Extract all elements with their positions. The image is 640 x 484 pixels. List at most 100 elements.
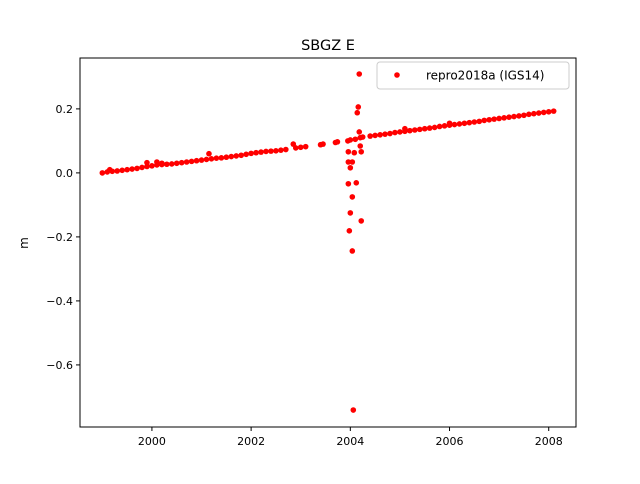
data-point bbox=[188, 158, 195, 165]
data-point bbox=[481, 117, 488, 124]
data-point bbox=[451, 121, 458, 128]
data-point bbox=[238, 152, 244, 159]
data-point bbox=[382, 131, 388, 137]
data-point bbox=[334, 139, 341, 145]
data-point bbox=[297, 144, 304, 151]
data-point bbox=[352, 136, 359, 143]
data-point bbox=[367, 133, 373, 139]
data-point bbox=[345, 180, 352, 187]
data-point bbox=[178, 159, 185, 166]
data-point bbox=[431, 124, 438, 131]
data-point bbox=[354, 109, 361, 116]
data-point bbox=[412, 127, 418, 133]
data-point bbox=[501, 115, 507, 121]
y-tick-label: −0.2 bbox=[46, 231, 73, 244]
data-point bbox=[471, 119, 478, 125]
data-point bbox=[506, 114, 512, 121]
data-point bbox=[349, 248, 356, 254]
data-point bbox=[540, 109, 547, 116]
data-point bbox=[436, 123, 443, 130]
data-point bbox=[159, 160, 165, 167]
data-point bbox=[268, 148, 274, 154]
y-tick-label: −0.4 bbox=[46, 295, 73, 308]
data-point bbox=[511, 113, 517, 120]
data-point bbox=[356, 129, 363, 135]
data-point bbox=[351, 149, 358, 156]
data-point bbox=[248, 150, 254, 157]
plot-frame bbox=[79, 57, 577, 428]
data-point bbox=[359, 134, 366, 140]
data-point bbox=[134, 165, 140, 172]
data-point bbox=[496, 115, 502, 122]
data-point bbox=[526, 111, 532, 118]
data-point bbox=[356, 71, 363, 77]
data-point bbox=[347, 137, 354, 143]
data-point bbox=[119, 167, 125, 174]
y-tick-label: −0.6 bbox=[46, 359, 73, 372]
data-point bbox=[124, 166, 130, 173]
data-point bbox=[258, 149, 264, 155]
data-point bbox=[302, 143, 309, 150]
data-point bbox=[223, 154, 230, 161]
legend-label: repro2018a (IGS14) bbox=[426, 69, 544, 83]
data-point bbox=[228, 153, 235, 160]
data-point bbox=[426, 125, 433, 131]
data-point bbox=[349, 194, 356, 200]
data-point bbox=[213, 155, 220, 161]
data-point bbox=[208, 156, 215, 162]
data-point bbox=[536, 110, 542, 116]
chart-title: SBGZ E bbox=[301, 38, 355, 54]
data-point bbox=[357, 143, 364, 149]
x-tick-label: 2002 bbox=[237, 435, 265, 448]
data-point bbox=[349, 159, 356, 165]
data-point bbox=[353, 180, 360, 186]
data-point bbox=[144, 159, 150, 166]
data-point bbox=[397, 129, 403, 135]
data-point bbox=[273, 148, 279, 154]
x-tick-label: 2006 bbox=[436, 435, 464, 448]
data-point bbox=[218, 155, 225, 161]
data-point bbox=[292, 145, 299, 151]
y-tick-label: 0.0 bbox=[56, 167, 74, 180]
x-tick-label: 2000 bbox=[138, 435, 166, 448]
data-point bbox=[550, 108, 557, 114]
data-point bbox=[402, 125, 408, 132]
data-point bbox=[173, 160, 180, 167]
data-point bbox=[461, 120, 468, 127]
data-point bbox=[99, 170, 106, 176]
data-point bbox=[263, 148, 269, 155]
data-point bbox=[466, 119, 473, 126]
y-tick-label: 0.2 bbox=[56, 103, 74, 116]
y-axis-label: m bbox=[17, 237, 31, 249]
data-point bbox=[421, 125, 428, 132]
data-point bbox=[516, 113, 522, 119]
data-point bbox=[149, 163, 155, 169]
data-point bbox=[358, 218, 365, 224]
data-point bbox=[253, 149, 259, 156]
data-point bbox=[233, 153, 240, 159]
data-point bbox=[139, 164, 145, 171]
data-point bbox=[144, 163, 150, 170]
data-point bbox=[347, 164, 354, 171]
data-point bbox=[387, 130, 393, 137]
x-tick-label: 2008 bbox=[535, 435, 563, 448]
data-point bbox=[392, 129, 398, 136]
data-points bbox=[99, 71, 557, 413]
data-point bbox=[129, 166, 135, 172]
data-point bbox=[486, 116, 493, 123]
data-point bbox=[183, 159, 190, 165]
data-point bbox=[456, 121, 463, 127]
data-point bbox=[193, 157, 200, 164]
data-point bbox=[350, 407, 357, 413]
data-point bbox=[168, 161, 175, 167]
legend-box bbox=[376, 61, 570, 90]
data-point bbox=[243, 151, 249, 158]
data-point bbox=[355, 104, 362, 110]
data-point bbox=[164, 161, 170, 168]
data-point bbox=[377, 132, 383, 138]
data-point bbox=[545, 108, 552, 115]
data-point bbox=[521, 112, 527, 119]
data-point bbox=[198, 157, 205, 163]
data-point bbox=[278, 147, 284, 153]
